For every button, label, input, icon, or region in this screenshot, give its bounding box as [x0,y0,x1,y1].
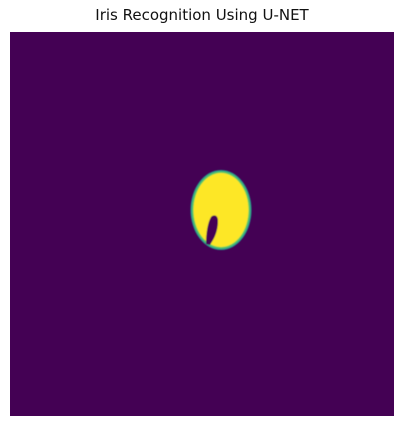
figure-title: Iris Recognition Using U-NET [95,6,309,24]
iris-region-notch [206,215,218,245]
segmentation-mask-image [10,32,394,416]
iris-region [190,170,252,250]
iris-region-fill [193,173,249,247]
